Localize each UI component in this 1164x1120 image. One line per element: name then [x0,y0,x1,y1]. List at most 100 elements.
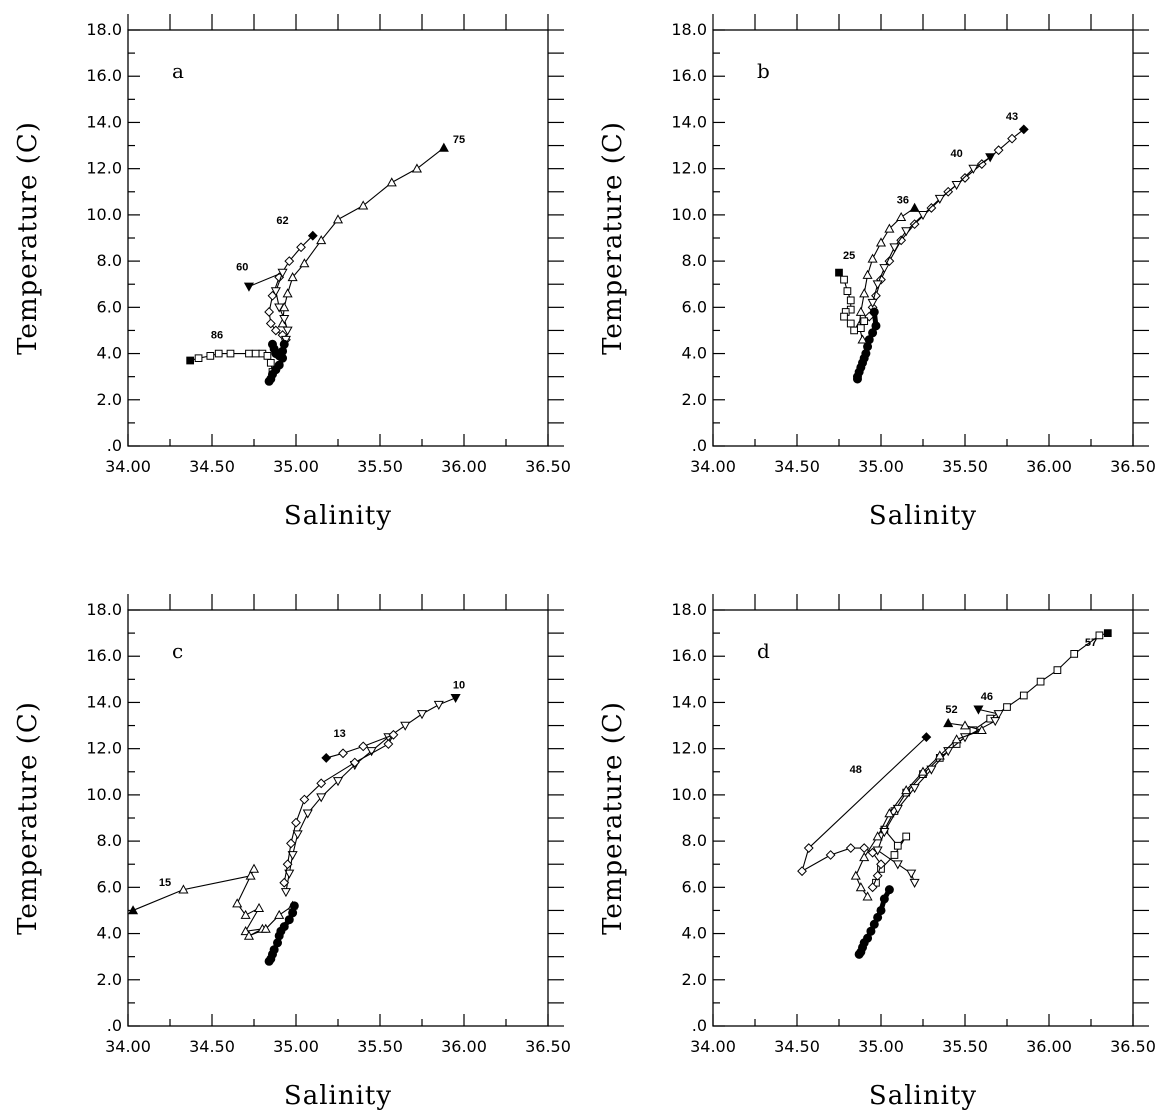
data-point [253,902,265,912]
data-point [859,852,870,862]
series-13 [279,729,399,888]
panel-a: 34.00 34.50 35.00 35.50 36.00 36.50 .0 2.0 4.0 6.… [13,14,571,531]
station-label: 57 [1085,637,1097,649]
data-point [245,349,253,358]
station-label: 48 [850,764,862,776]
data-point [282,859,293,870]
data-point [909,784,920,794]
x-tick-label: 34.00 [105,1037,151,1056]
data-point [917,766,929,776]
data-point [240,909,251,919]
x-tick-label: 36.00 [1026,1037,1072,1056]
y-tick-label: 4.0 [682,924,707,943]
data-point [840,275,848,284]
plot-area [835,124,1029,384]
data-point [274,303,285,313]
data-point [263,352,272,360]
y-tick-label: 8.0 [97,251,122,270]
data-point [264,956,274,966]
series-46 [872,705,1004,888]
data-point [316,778,327,789]
y-tick-label: 12.0 [671,739,707,758]
data-point [850,326,858,335]
data-point [214,349,223,358]
x-tick-label: 34.00 [690,457,736,476]
data-point [889,243,900,253]
x-tick-label: 35.00 [858,457,904,476]
y-tick-label: 4.0 [97,344,122,363]
data-point [856,324,865,332]
data-point [867,253,878,263]
data-point [993,145,1004,156]
data-point [901,785,912,795]
x-axis-title: Salinity [284,1081,392,1111]
x-tick-label: 34.50 [189,457,235,476]
data-point [846,319,855,328]
data-point [1007,133,1017,144]
data-point [332,214,344,224]
y-tick-label: 18.0 [671,600,707,619]
data-point [872,870,883,881]
y-tick-label: 2.0 [682,970,707,989]
data-point [990,717,1001,727]
data-point [265,318,276,329]
x-axis-title: Salinity [284,501,392,531]
data-point [884,223,895,233]
data-point [284,869,295,879]
data-point [279,877,290,888]
data-point [302,809,313,819]
series-43 [864,124,1029,322]
data-point [316,235,327,245]
data-point [280,888,291,898]
data-point [245,870,256,880]
series-57 [872,629,1112,887]
y-tick-label: 8.0 [682,831,707,850]
data-point [867,847,878,858]
data-point [890,851,899,859]
y-tick-label: 18.0 [86,600,122,619]
data-point [232,898,243,908]
data-point [867,882,878,893]
x-tick-label: 35.50 [942,1037,988,1056]
data-point [934,194,945,204]
data-point [845,843,856,853]
series-line [875,632,1108,883]
data-point [400,721,411,731]
data-point [857,334,868,344]
y-tick-label: 16.0 [86,646,122,665]
station-label: 15 [159,877,171,889]
data-point [128,905,139,915]
x-tick-label: 36.50 [1110,457,1156,476]
y-tick-label: .0 [692,436,707,455]
x-tick-label: 36.50 [525,457,571,476]
y-tick-label: 6.0 [682,877,707,896]
data-point [194,354,203,363]
data-point [846,296,855,305]
data-point [976,159,987,169]
data-point [892,804,903,814]
data-point [338,748,348,759]
data-point [226,349,235,358]
series-15 [128,863,298,940]
data-point [321,753,332,763]
x-tick-label: 35.50 [357,1037,403,1056]
data-point [316,793,327,803]
data-point [286,838,296,849]
data-point [855,882,866,892]
panel-letter: b [757,59,770,83]
data-point [358,200,369,210]
x-tick-label: 34.00 [105,457,151,476]
y-tick-label: 16.0 [671,66,707,85]
data-point [270,287,281,297]
data-point [860,317,869,326]
data-point [855,306,866,316]
panel-c: 34.00 34.50 35.00 35.50 36.00 36.50 .0 2.0 4.0 6.… [13,594,571,1111]
y-axis-title: Temperature (C) [13,701,43,935]
y-tick-label: 18.0 [86,20,122,39]
y-tick-label: 2.0 [682,390,707,409]
x-tick-label: 35.50 [942,457,988,476]
data-point [186,356,195,365]
data-point [840,312,848,321]
data-point [264,307,275,317]
series-62 [264,230,318,345]
